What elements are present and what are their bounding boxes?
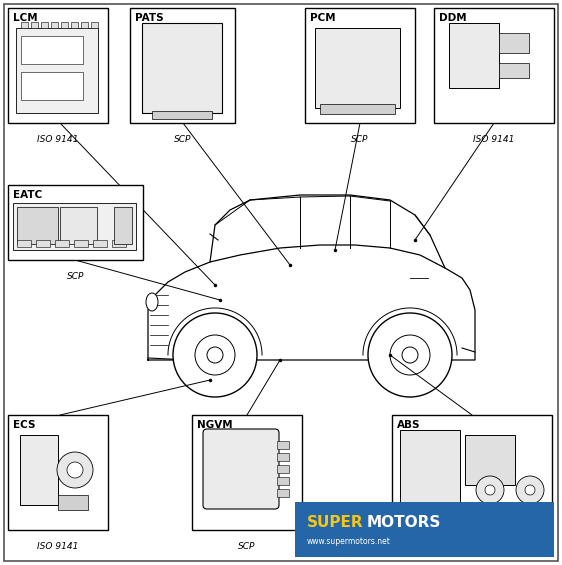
Circle shape: [476, 476, 504, 504]
Circle shape: [485, 485, 495, 495]
Bar: [277, 477, 289, 485]
Bar: [93, 240, 107, 247]
FancyBboxPatch shape: [203, 429, 279, 509]
Bar: [17, 240, 31, 247]
Bar: [112, 240, 126, 247]
Bar: [91, 22, 98, 28]
Circle shape: [390, 335, 430, 375]
Circle shape: [525, 485, 535, 495]
Bar: [8, 415, 108, 530]
Text: ISO 9141: ISO 9141: [37, 542, 79, 551]
Text: www.supermotors.net: www.supermotors.net: [307, 537, 391, 546]
Bar: [41, 22, 48, 28]
Bar: [465, 435, 515, 485]
Bar: [277, 489, 289, 497]
Text: SCP: SCP: [67, 272, 84, 281]
Bar: [192, 415, 302, 530]
Text: ABS: ABS: [397, 420, 420, 430]
Bar: [17, 207, 58, 244]
Bar: [58, 495, 88, 510]
Bar: [305, 8, 415, 123]
Bar: [60, 207, 97, 244]
Bar: [21, 22, 28, 28]
Text: PCM: PCM: [310, 13, 336, 23]
Bar: [295, 502, 554, 557]
Bar: [13, 203, 136, 250]
Bar: [499, 63, 529, 78]
Bar: [320, 104, 395, 114]
Text: SCP: SCP: [174, 135, 191, 144]
Text: SCP: SCP: [351, 135, 369, 144]
Text: EATC: EATC: [13, 190, 42, 200]
Circle shape: [368, 313, 452, 397]
Bar: [8, 8, 108, 123]
Bar: [277, 441, 289, 449]
Bar: [51, 22, 58, 28]
Bar: [449, 23, 499, 88]
Bar: [55, 240, 69, 247]
Text: SCP: SCP: [463, 542, 481, 551]
Text: LCM: LCM: [13, 13, 38, 23]
Text: ECS: ECS: [13, 420, 35, 430]
Bar: [434, 8, 554, 123]
Bar: [71, 22, 78, 28]
Circle shape: [207, 347, 223, 363]
Text: ISO 9141: ISO 9141: [473, 135, 515, 144]
Bar: [400, 430, 460, 510]
Text: MOTORS: MOTORS: [367, 515, 441, 531]
Bar: [277, 465, 289, 473]
Circle shape: [402, 347, 418, 363]
Bar: [74, 240, 88, 247]
Text: DDM: DDM: [439, 13, 466, 23]
Bar: [8, 185, 143, 260]
Text: SUPER: SUPER: [307, 515, 364, 531]
Bar: [81, 22, 88, 28]
Text: PATS: PATS: [135, 13, 164, 23]
Text: SCP: SCP: [238, 542, 256, 551]
Bar: [315, 28, 400, 108]
Bar: [61, 22, 68, 28]
Bar: [499, 33, 529, 53]
Text: ISO 9141: ISO 9141: [37, 135, 79, 144]
Bar: [36, 240, 50, 247]
Bar: [142, 23, 222, 113]
Ellipse shape: [146, 293, 158, 311]
Bar: [392, 415, 552, 530]
Bar: [277, 453, 289, 461]
Bar: [130, 8, 235, 123]
Circle shape: [195, 335, 235, 375]
Circle shape: [173, 313, 257, 397]
Bar: [31, 22, 38, 28]
Bar: [21, 36, 83, 64]
Bar: [20, 435, 58, 505]
Circle shape: [67, 462, 83, 478]
Circle shape: [57, 452, 93, 488]
Text: NGVM: NGVM: [197, 420, 233, 430]
Circle shape: [516, 476, 544, 504]
Bar: [152, 111, 212, 119]
Bar: [21, 72, 83, 100]
Bar: [16, 28, 98, 113]
Bar: [114, 207, 132, 244]
